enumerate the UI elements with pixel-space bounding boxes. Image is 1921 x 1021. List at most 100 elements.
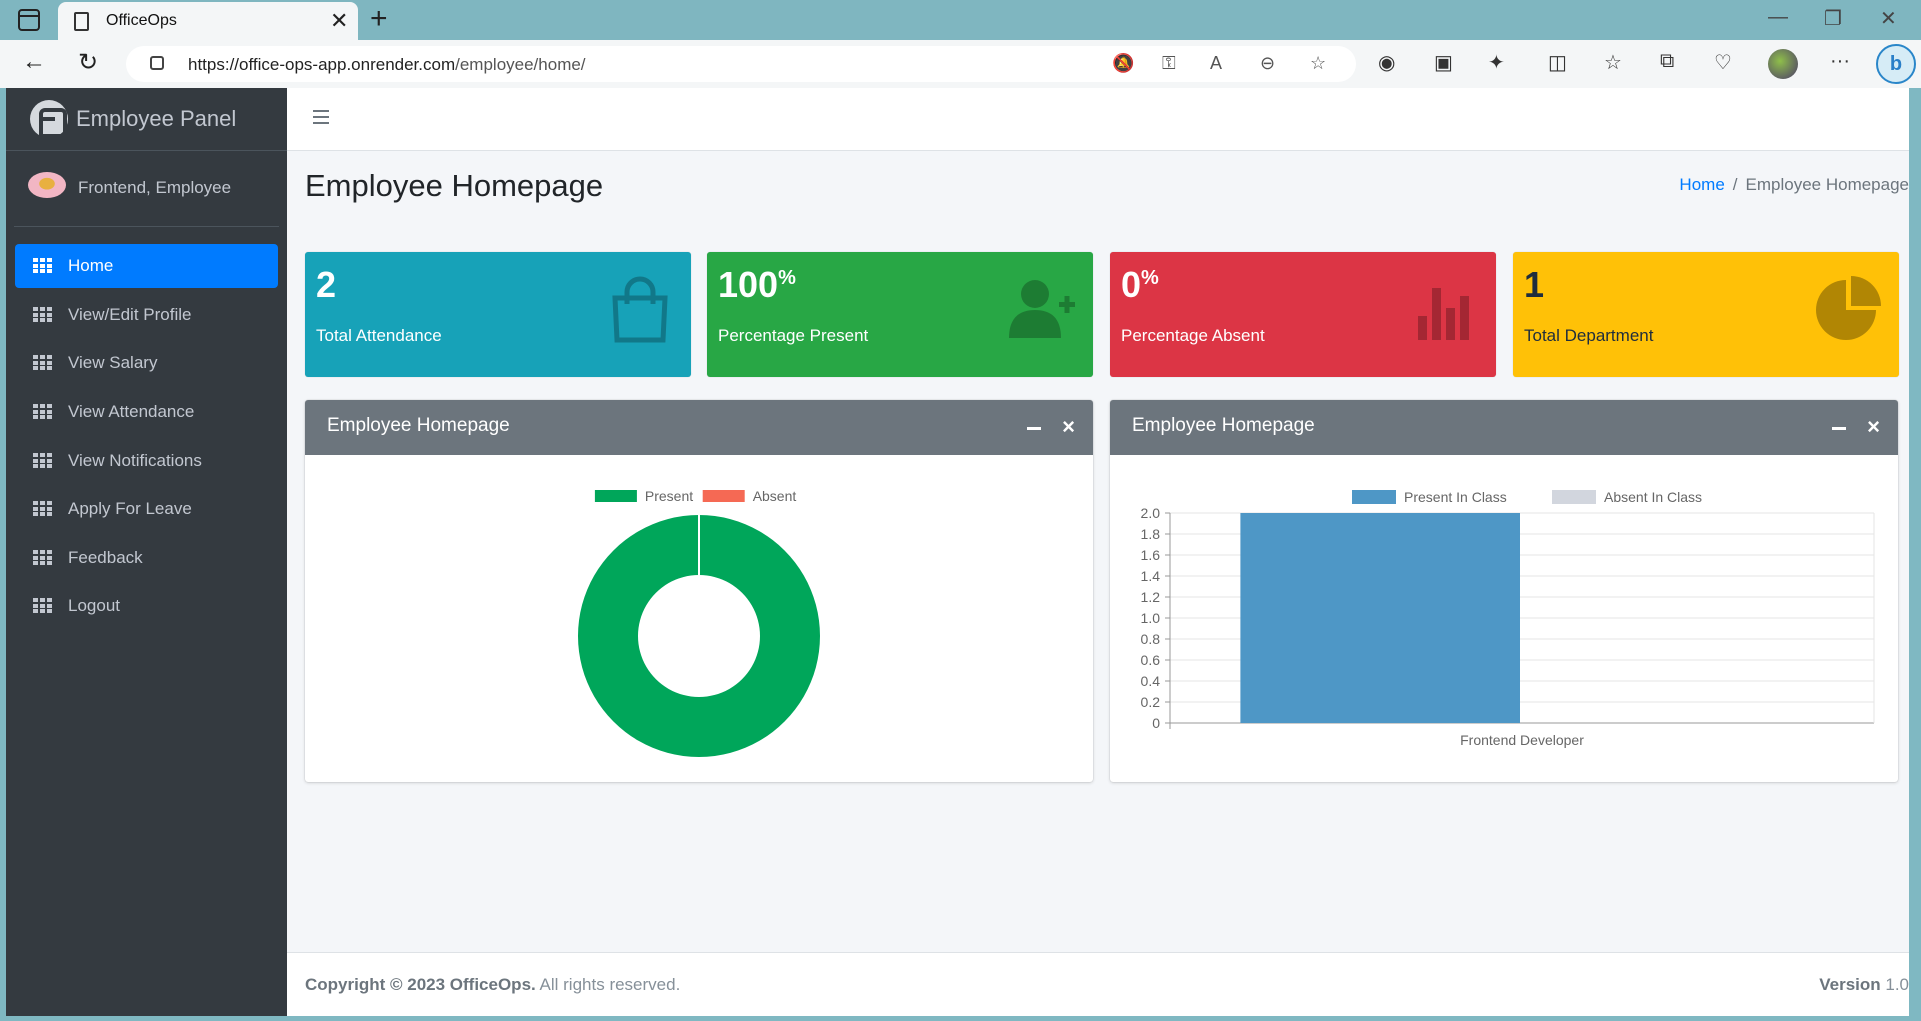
read-aloud-icon[interactable]: A [1210,53,1223,73]
legend-swatch [702,490,745,502]
info-box-value: 2 [316,264,337,305]
version-text: Version 1.0 [1819,975,1909,994]
grid-icon [33,307,52,322]
sidebar-item-view-edit-profile[interactable]: View/Edit Profile [15,293,278,337]
favorite-star-icon[interactable]: ☆ [1310,53,1327,73]
document-icon [74,12,89,31]
info-box-label: Total Department [1524,326,1654,345]
sidebar: Employee Panel Frontend, Employee Home V… [6,88,287,1016]
hamburger-menu-icon[interactable] [313,110,329,124]
info-box-value: 0% [1121,264,1159,305]
split-screen-icon[interactable]: ◫ [1548,52,1567,74]
grid-icon [33,258,52,273]
legend-swatch [1552,490,1596,504]
restore-icon[interactable]: ❐ [1824,8,1842,30]
sidebar-item-feedback[interactable]: Feedback [15,536,278,580]
breadcrumb-home-link[interactable]: Home [1679,175,1725,194]
brand-link[interactable]: Employee Panel [6,88,287,151]
minimize-icon[interactable]: — [1768,6,1788,28]
y-tick-label: 0.4 [1141,673,1161,689]
sidebar-item-label: View Notifications [68,451,202,470]
footer: Copyright © 2023 OfficeOps. All rights r… [287,952,1909,1016]
sidebar-item-view-notifications[interactable]: View Notifications [15,439,278,483]
user-panel[interactable]: Frontend, Employee [6,152,287,216]
y-tick-label: 1.2 [1141,589,1161,605]
grid-icon [33,453,52,468]
bar-chart: Present In Class Absent In Class 2.0 1.8 1.6… [1141,489,1875,748]
y-tick-label: 0.6 [1141,652,1161,668]
grid-icon [33,404,52,419]
address-bar[interactable]: https://office-ops-app.onrender.com/empl… [126,46,1356,82]
info-box-label: Total Attendance [316,326,442,345]
sidebar-item-view-salary[interactable]: View Salary [15,341,278,385]
sidebar-item-label: View Attendance [68,402,195,421]
extensions-puzzle-icon[interactable]: ✦ [1488,52,1505,74]
legend-label: Absent [753,488,797,504]
tab-actions-icon[interactable] [18,9,40,31]
info-box-percentage-absent: 0% Percentage Absent [1110,252,1496,377]
y-tick-label: 2.0 [1141,505,1161,521]
info-box-label: Percentage Present [718,326,869,345]
grid-icon [33,355,52,370]
window-close-icon[interactable]: ✕ [1880,8,1897,30]
more-options-icon[interactable]: ··· [1830,50,1850,72]
grid-icon [33,550,52,565]
y-tick-label: 1.8 [1141,526,1161,542]
profile-avatar[interactable] [1768,49,1798,79]
sidebar-item-home[interactable]: Home [15,244,278,288]
bing-chat-icon[interactable]: b [1876,44,1916,84]
close-card-icon[interactable]: × [1062,414,1075,439]
card-header: Employee Homepage × [305,400,1093,455]
bar [1240,513,1520,723]
info-box-percentage-present: 100% Percentage Present [707,252,1093,377]
info-box-value: 100% [718,264,796,305]
refresh-icon[interactable]: ↻ [78,49,99,76]
close-card-icon[interactable]: × [1867,414,1880,439]
close-tab-icon[interactable]: ✕ [330,8,349,33]
notifications-blocked-icon[interactable]: 🔕 [1112,53,1135,73]
legend-label: Present In Class [1404,489,1507,505]
back-icon[interactable]: ← [22,48,46,75]
sidebar-item-logout[interactable]: Logout [15,584,278,628]
info-box-label: Percentage Absent [1121,326,1265,345]
user-name[interactable]: Frontend, Employee [78,178,232,197]
browser-essentials-icon[interactable]: ♡ [1714,52,1732,74]
top-navbar [287,88,1909,151]
x-tick-label: Frontend Developer [1460,732,1584,748]
user-avatar [28,172,66,198]
browser-toolbar: ← ↻ https://office-ops-app.onrender.com/… [0,40,1921,88]
collections-icon[interactable]: ⧉ [1660,50,1675,72]
zoom-out-icon[interactable]: ⊖ [1260,53,1276,73]
picture-in-picture-icon[interactable]: ▣ [1434,52,1453,74]
sidebar-item-apply-for-leave[interactable]: Apply For Leave [15,487,278,531]
user-plus-icon [1009,280,1075,338]
new-tab-icon[interactable]: + [370,2,388,35]
grid-icon [33,501,52,516]
bar-chart-icon [1418,288,1469,340]
url-text[interactable]: https://office-ops-app.onrender.com/empl… [188,55,586,74]
donut-chart: Present Absent [577,488,820,757]
sidebar-item-label: Feedback [68,548,143,567]
legend-label: Present [645,488,693,504]
breadcrumb-separator: / [1732,175,1738,194]
info-box-value: 1 [1524,264,1545,305]
copyright-text: Copyright © 2023 OfficeOps. All rights r… [305,975,681,994]
extension-globe-icon[interactable]: ◉ [1378,52,1396,74]
tab-title: OfficeOps [106,12,177,29]
y-tick-label: 0 [1152,715,1160,731]
minimize-card-icon[interactable] [1832,427,1846,430]
sidebar-item-view-attendance[interactable]: View Attendance [15,390,278,434]
sidebar-item-label: Apply For Leave [68,499,192,518]
y-tick-label: 1.6 [1141,547,1161,563]
shopping-bag-icon [612,276,668,343]
legend-label: Absent In Class [1604,489,1702,505]
minimize-card-icon[interactable] [1027,427,1041,430]
page-title: Employee Homepage [305,168,604,203]
favorites-icon[interactable]: ☆ [1604,52,1622,74]
card-header: Employee Homepage × [1110,400,1898,455]
app-container: Employee Panel Frontend, Employee Home V… [6,88,1909,1016]
lock-icon[interactable] [150,56,164,70]
browser-titlebar: OfficeOps ✕ + — ❐ ✕ [0,0,1921,40]
browser-tab[interactable]: OfficeOps ✕ [58,2,358,40]
key-icon[interactable]: ⚿ [1162,53,1176,73]
